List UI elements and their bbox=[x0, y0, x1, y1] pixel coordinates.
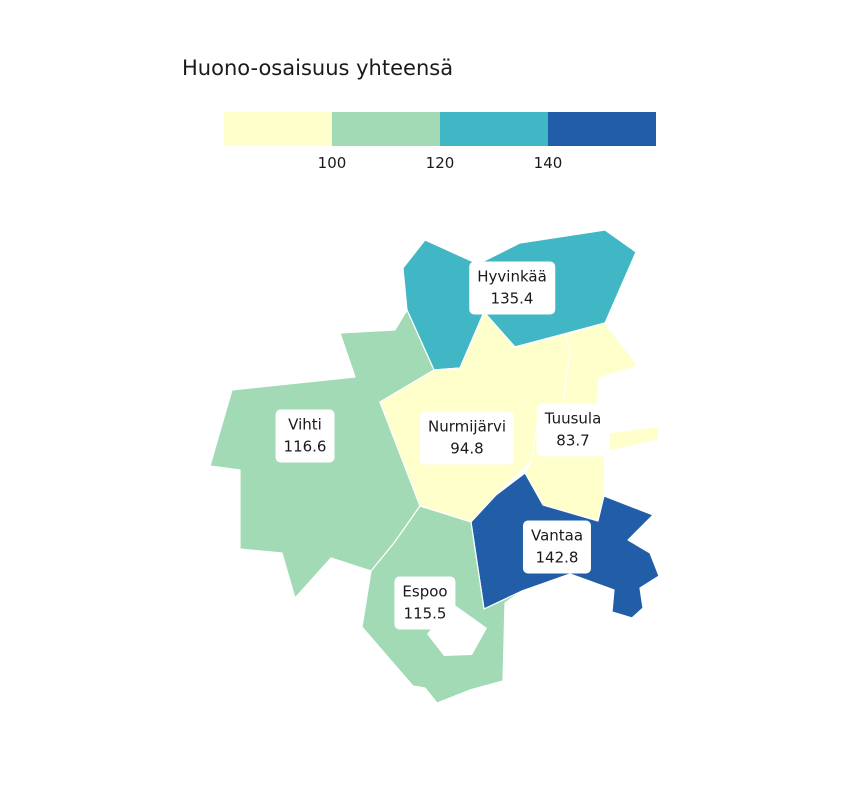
region-value: 135.4 bbox=[490, 289, 534, 308]
region-name: Vihti bbox=[288, 415, 322, 434]
region-value: 116.6 bbox=[283, 437, 327, 456]
legend-tick-label: 140 bbox=[533, 154, 563, 172]
legend-tick-label: 100 bbox=[317, 154, 347, 172]
legend-color-bar bbox=[224, 112, 656, 146]
region-value: 142.8 bbox=[535, 548, 579, 567]
region-name: Tuusula bbox=[544, 409, 602, 428]
region-label-hyvinkaa: Hyvinkää 135.4 bbox=[469, 261, 555, 315]
legend-swatch-bin-2 bbox=[332, 112, 440, 146]
region-label-vantaa: Vantaa 142.8 bbox=[522, 520, 592, 574]
region-value: 94.8 bbox=[450, 439, 484, 458]
legend-swatch-bin-1 bbox=[224, 112, 332, 146]
region-label-tuusula: Tuusula 83.7 bbox=[536, 403, 610, 457]
region-name: Vantaa bbox=[530, 526, 584, 545]
region-tuusula-exclave[interactable] bbox=[606, 425, 660, 452]
legend-swatch-bin-3 bbox=[440, 112, 548, 146]
region-name: Nurmijärvi bbox=[428, 417, 506, 436]
legend-swatch-bin-4 bbox=[548, 112, 656, 146]
region-label-espoo: Espoo 115.5 bbox=[394, 576, 456, 630]
legend-tick-label: 120 bbox=[425, 154, 455, 172]
region-name: Hyvinkää bbox=[477, 267, 547, 286]
region-label-nurmijarvi: Nurmijärvi 94.8 bbox=[420, 411, 514, 465]
region-name: Espoo bbox=[402, 582, 448, 601]
region-label-vihti: Vihti 116.6 bbox=[275, 409, 335, 463]
region-value: 83.7 bbox=[556, 431, 590, 450]
legend-title: Huono-osaisuus yhteensä bbox=[182, 56, 454, 80]
region-value: 115.5 bbox=[403, 604, 447, 623]
